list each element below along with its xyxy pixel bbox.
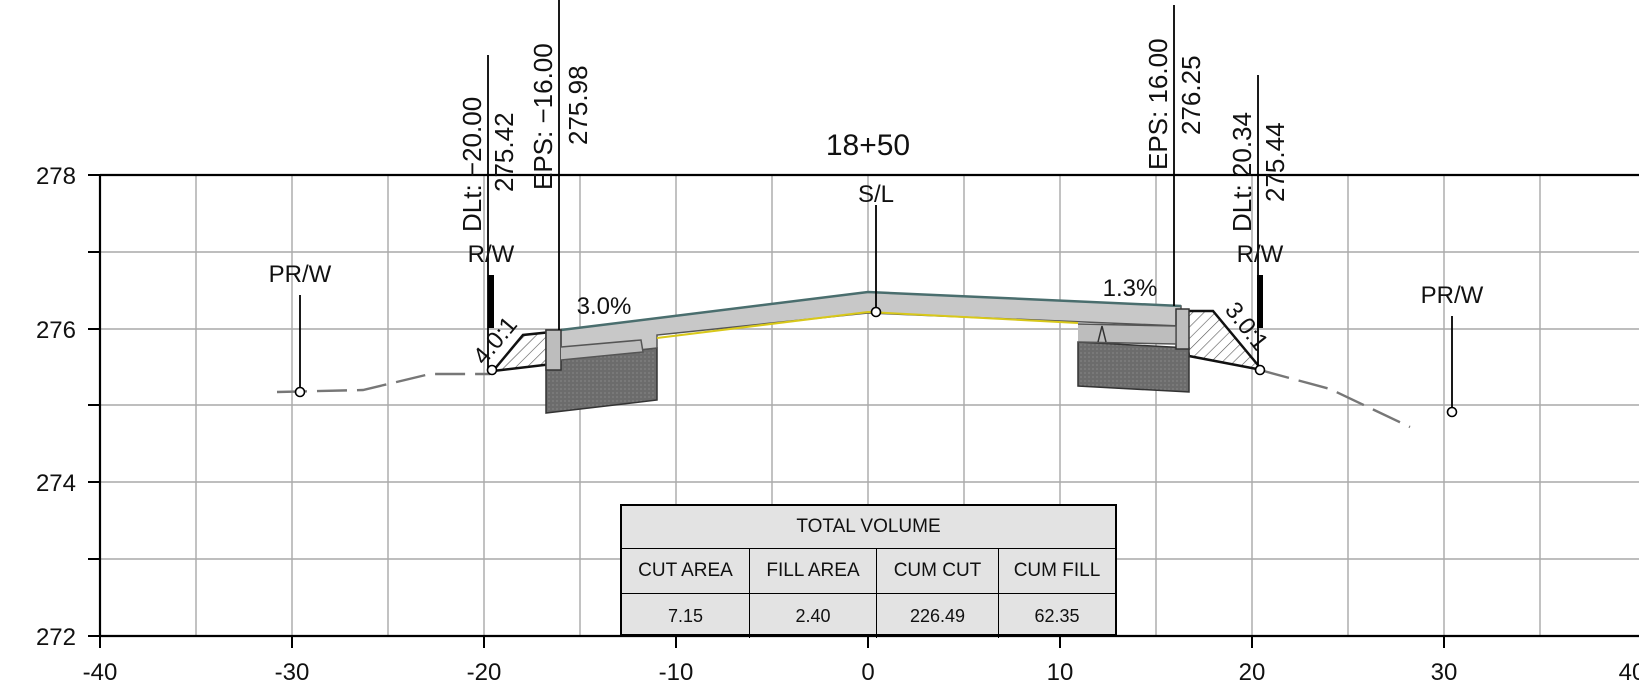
eps-right-offset-label: EPS: 16.00 (1143, 38, 1173, 170)
dlt-right-offset-label: DLt: 20.34 (1227, 112, 1257, 232)
prw-right-point-icon (1446, 406, 1458, 418)
x-tick-label: 40 (1619, 659, 1639, 686)
x-tick-label: -30 (275, 659, 310, 686)
eps-left-elev-label: 275.98 (563, 65, 593, 145)
rw-left-label: R/W (468, 241, 515, 268)
y-tick-label: 276 (36, 317, 76, 344)
header-cum-fill: CUM FILL (1013, 560, 1101, 581)
y-tick-label: 272 (36, 624, 76, 651)
dlt-left-elev-label: 275.42 (489, 112, 519, 192)
prw-left-label: PR/W (269, 261, 332, 288)
dlt-right-elev-label: 275.44 (1260, 122, 1290, 202)
x-tick-label: 0 (861, 659, 874, 686)
centerline-point-icon (870, 306, 882, 318)
volume-table-value-row: 7.15 2.40 226.49 62.35 (622, 593, 1115, 638)
eps-right-elev-label: 276.25 (1176, 55, 1206, 135)
rw-right-label: R/W (1237, 241, 1284, 268)
prw-left-point-icon (294, 386, 306, 398)
right-curb (1077, 308, 1190, 350)
value-cut-area: 7.15 (622, 594, 750, 638)
centerline-label: S/L (858, 181, 894, 208)
left-curb (545, 329, 644, 371)
value-fill-area: 2.40 (750, 594, 877, 638)
grid (100, 175, 1639, 636)
prw-right-label: PR/W (1421, 282, 1484, 309)
existing-ground-right (1259, 368, 1411, 429)
x-tick-label: -20 (467, 659, 502, 686)
subgrade-line (656, 310, 1079, 339)
dlt-left-point-icon (486, 364, 498, 376)
existing-ground-left (276, 372, 490, 394)
volume-table-header-row: CUT AREA FILL AREA CUM CUT CUM FILL (622, 549, 1115, 593)
right-subgrade-block (1077, 341, 1190, 393)
axes: 278 276 274 272 -40 -30 -20 -10 0 10 20 … (36, 163, 1639, 686)
slope-left-label: 3.0% (577, 293, 632, 320)
value-cum-fill: 62.35 (1034, 605, 1080, 626)
header-cut-area: CUT AREA (622, 549, 750, 593)
eps-left-offset-label: EPS: −16.00 (528, 43, 558, 190)
volume-table-title: TOTAL VOLUME (622, 506, 1115, 549)
dlt-right-point-icon (1254, 364, 1266, 376)
x-tick-label: -10 (659, 659, 694, 686)
header-fill-area: FILL AREA (750, 549, 877, 593)
station-label: 18+50 (826, 129, 910, 162)
x-tick-label: 30 (1431, 659, 1458, 686)
volume-table: TOTAL VOLUME CUT AREA FILL AREA CUM CUT … (620, 504, 1117, 638)
dlt-left-offset-label: DLt: −20.00 (457, 97, 487, 232)
pavement-top-edge (560, 290, 1182, 332)
y-tick-label: 274 (36, 470, 76, 497)
value-cum-cut: 226.49 (877, 594, 999, 638)
x-tick-label: 20 (1239, 659, 1266, 686)
header-cum-cut: CUM CUT (877, 549, 999, 593)
x-tick-label: 10 (1047, 659, 1074, 686)
y-tick-label: 278 (36, 163, 76, 190)
slope-right-label: 1.3% (1103, 275, 1158, 302)
existing-ground (276, 368, 1411, 429)
x-tick-label: -40 (83, 659, 118, 686)
